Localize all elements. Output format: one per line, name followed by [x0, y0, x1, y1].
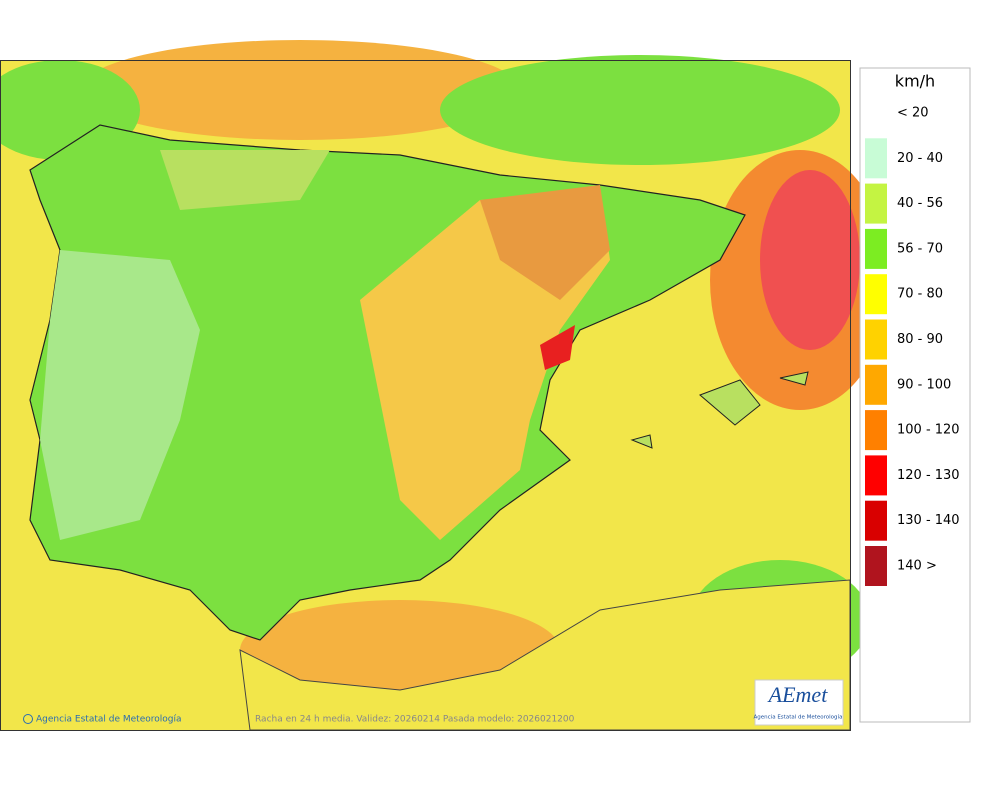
legend-swatch — [865, 274, 887, 315]
island — [630, 434, 653, 449]
logo-subtitle: Agencia Estatal de Meteorología — [754, 714, 843, 721]
legend-swatch — [865, 500, 887, 541]
legend-label: 130 - 140 — [897, 513, 960, 528]
island — [779, 371, 809, 386]
legend-label: 120 - 130 — [897, 468, 960, 483]
legend-swatch — [865, 93, 887, 133]
logo-box — [754, 679, 844, 726]
wind-zone — [80, 40, 520, 140]
map: Agencia Estatal de Meteorología Racha en… — [0, 40, 890, 731]
legend-title: km/h — [895, 72, 935, 91]
legend-swatch — [865, 364, 887, 405]
legend-label: 56 - 70 — [897, 241, 943, 256]
legend-label: 70 - 80 — [897, 287, 943, 302]
legend-swatch — [865, 183, 887, 224]
copyright-icon — [23, 714, 33, 724]
logo: AEmet — [767, 682, 829, 707]
wind-zone — [540, 325, 575, 370]
wind-zone — [480, 185, 610, 300]
legend-swatch — [865, 410, 887, 451]
map-frame — [0, 60, 851, 731]
legend-swatch — [865, 138, 887, 179]
legend-label: 80 - 90 — [897, 332, 943, 347]
legend-swatch — [865, 319, 887, 360]
legend-swatch — [865, 228, 887, 269]
legend-label: 140 > — [897, 559, 937, 574]
wind-zone — [440, 55, 840, 165]
legend-label: 20 - 40 — [897, 151, 943, 166]
wind-zone — [40, 250, 200, 540]
legend-swatch — [865, 455, 887, 496]
legend-label: < 20 — [897, 106, 929, 121]
caption: Racha en 24 h media. Validez: 20260214 P… — [255, 715, 575, 725]
legend-label: 100 - 120 — [897, 423, 960, 438]
legend-label: 40 - 56 — [897, 196, 943, 211]
legend: km/h < 20 20 - 40 40 - 56 56 - 70 70 - 80 80 … — [859, 67, 971, 723]
island — [699, 379, 761, 426]
credit: Agencia Estatal de Meteorología — [36, 715, 182, 725]
wind-zone — [160, 150, 330, 210]
legend-label: 90 - 100 — [897, 377, 951, 392]
legend-swatch — [865, 546, 887, 586]
wind-zone — [760, 170, 860, 350]
